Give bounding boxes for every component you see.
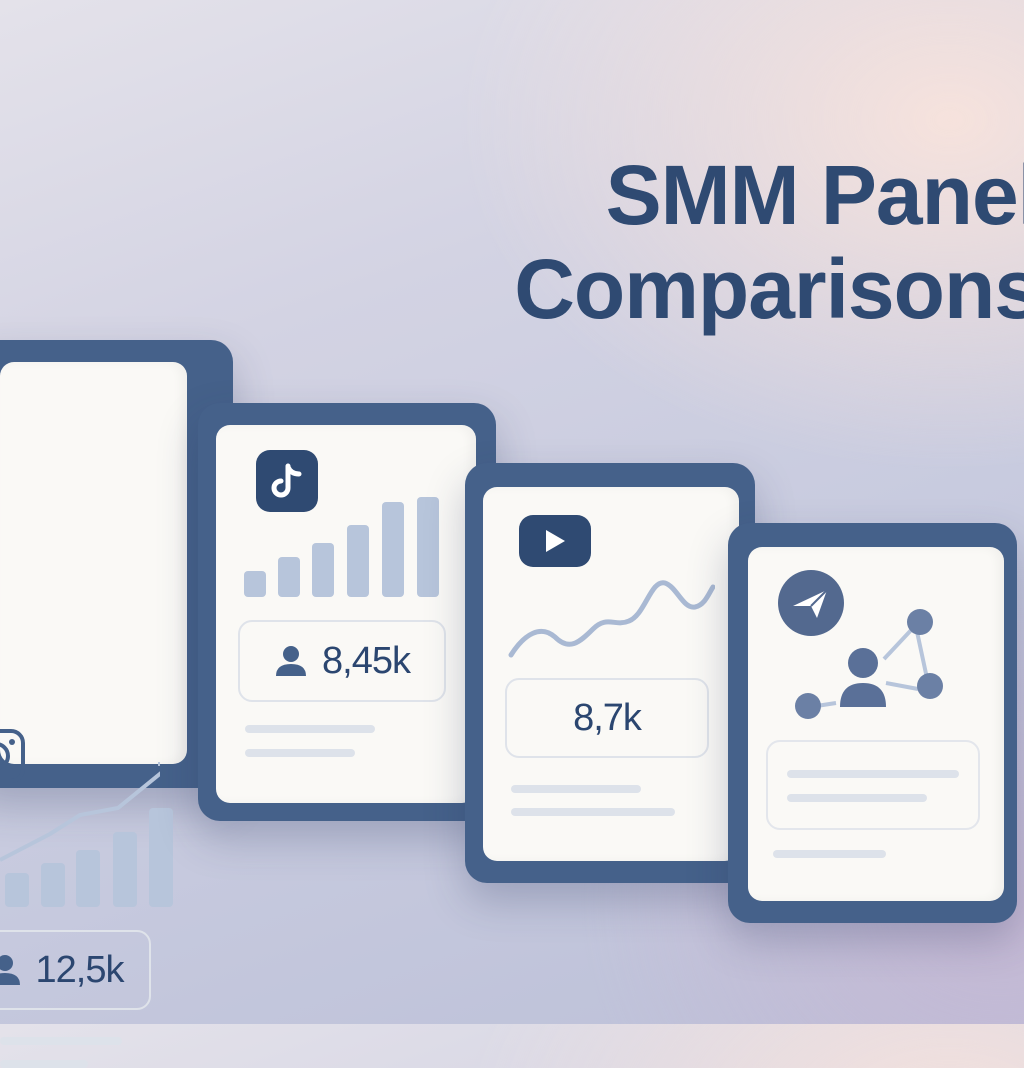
placeholder-line: [511, 785, 641, 793]
title-line-2: Comparisons: [514, 242, 1024, 336]
trend-chart: [0, 762, 160, 862]
info-box: [766, 740, 980, 830]
chart-bar: [417, 497, 439, 597]
stat-value: 12,5k: [35, 948, 125, 991]
wave-chart: [508, 580, 715, 658]
views-stat: 8,7k: [505, 678, 709, 758]
youtube-play-icon: [519, 515, 591, 567]
placeholder-line: [0, 1060, 88, 1068]
followers-stat: 12,5k: [0, 930, 151, 1010]
chart-bar: [278, 557, 300, 597]
user-icon: [276, 646, 307, 676]
stat-value: 8,7k: [573, 696, 642, 739]
telegram-card[interactable]: [728, 523, 1017, 923]
tiktok-icon: [256, 450, 318, 512]
chart-bar: [347, 525, 369, 597]
placeholder-line: [245, 749, 355, 757]
chart-bar: [312, 543, 334, 597]
tiktok-card[interactable]: 8,45k: [198, 403, 496, 821]
user-icon: [0, 955, 20, 985]
telegram-icon: [778, 570, 844, 636]
chart-bar: [149, 808, 173, 907]
page-title: SMM Panel Comparisons: [514, 148, 1024, 336]
stat-value: 8,45k: [322, 639, 411, 682]
followers-stat: 8,45k: [238, 620, 446, 702]
instagram-icon: [0, 729, 25, 783]
chart-bar: [76, 850, 100, 907]
chart-bar: [5, 873, 29, 907]
placeholder-line: [773, 850, 886, 858]
placeholder-line: [787, 770, 959, 778]
placeholder-line: [511, 808, 675, 816]
placeholder-line: [787, 794, 927, 802]
chart-bar: [244, 571, 266, 597]
youtube-card[interactable]: 8,7k: [465, 463, 755, 883]
placeholder-line: [0, 1037, 122, 1045]
instagram-card[interactable]: 12,5k: [0, 340, 233, 1068]
network-graph-icon: [795, 609, 943, 719]
title-line-1: SMM Panel: [605, 148, 1024, 242]
chart-bar: [113, 832, 137, 907]
chart-bar: [382, 502, 404, 597]
chart-bar: [41, 863, 65, 907]
placeholder-line: [245, 725, 375, 733]
